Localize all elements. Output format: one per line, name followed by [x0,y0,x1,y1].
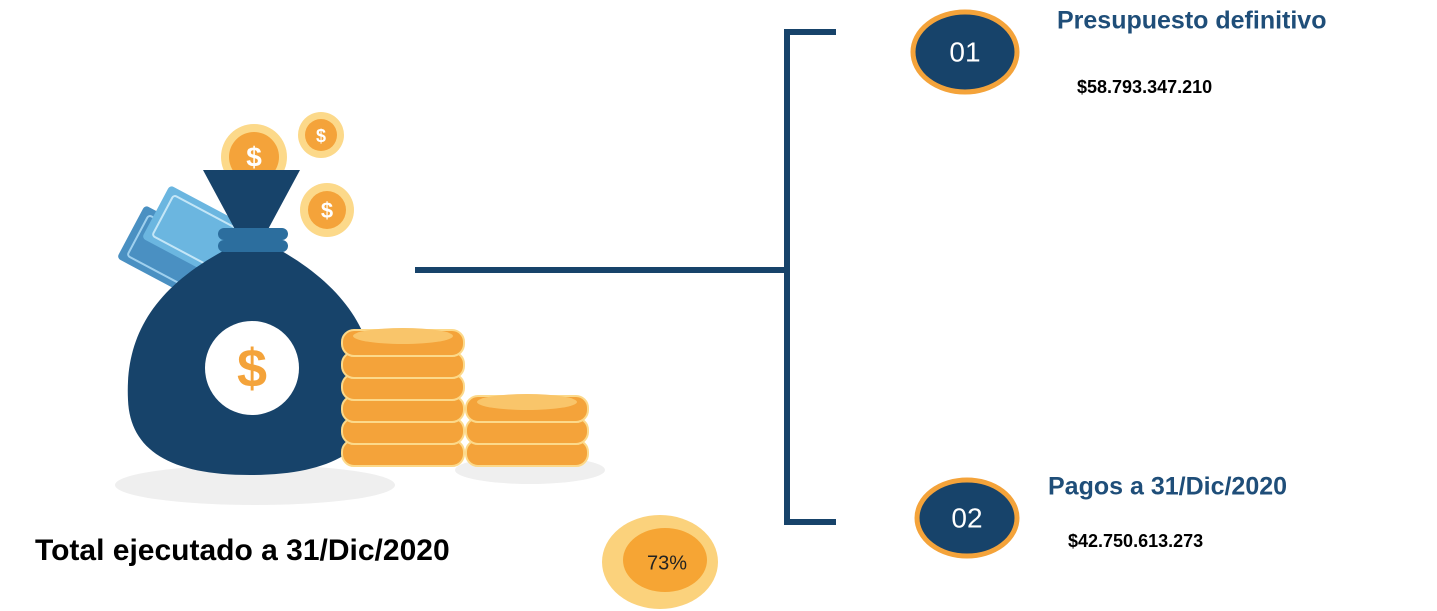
total-label: Total ejecutado a 31/Dic/2020 [35,534,450,567]
coin-symbol: $ [321,198,333,223]
badge [914,477,1020,559]
bag-symbol: $ [237,338,267,398]
item-value: $58.793.347.210 [1077,77,1212,97]
coin-symbol: $ [246,141,262,172]
bracket [415,29,836,525]
item-title: Pagos a 31/Dic/2020 [1048,473,1287,501]
badge [910,9,1020,95]
item-value: $42.750.613.273 [1068,531,1203,551]
percent-badge-inner [623,528,707,592]
badge-number: 01 [949,36,980,67]
total-percent: 73% [647,552,687,574]
item-title: Presupuesto definitivo [1057,7,1326,35]
money-bag-illustration: $ $ $ $ [115,112,605,505]
coin-symbol: $ [316,126,326,146]
badge-number: 02 [951,502,982,533]
